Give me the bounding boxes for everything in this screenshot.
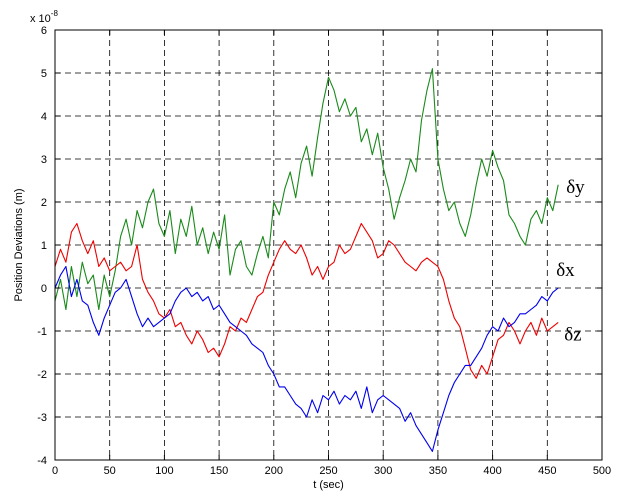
y-tick-labels: -4 -3 -2 -1 0 1 2 3 4 5 6 bbox=[37, 25, 47, 467]
y-exponent-label: x 10-8 bbox=[30, 9, 58, 25]
series-line-δy bbox=[54, 68, 559, 311]
x-tick-label: 350 bbox=[429, 465, 447, 477]
y-exponent-base: x 10 bbox=[30, 13, 51, 25]
series-labels: δy δx δz bbox=[556, 177, 585, 346]
series-line-δz bbox=[54, 222, 559, 379]
x-tick-label: 300 bbox=[374, 465, 392, 477]
x-tick-label: 450 bbox=[538, 465, 556, 477]
y-tick-label: -2 bbox=[37, 369, 47, 381]
x-tick-label: 250 bbox=[319, 465, 337, 477]
x-tick-label: 200 bbox=[265, 465, 283, 477]
x-tick-label: 500 bbox=[593, 465, 611, 477]
y-tick-label: 3 bbox=[41, 154, 47, 166]
y-tick-label: 5 bbox=[41, 68, 47, 80]
y-tick-label: 0 bbox=[41, 283, 47, 295]
series-line-δx bbox=[54, 265, 559, 452]
axis-ticks bbox=[54, 29, 603, 461]
series-label: δx bbox=[556, 260, 575, 281]
y-exponent-power: -8 bbox=[51, 9, 59, 18]
x-tick-label: 150 bbox=[210, 465, 228, 477]
x-axis-label: t (sec) bbox=[313, 479, 344, 491]
x-tick-label: 50 bbox=[104, 465, 116, 477]
y-tick-label: 6 bbox=[41, 25, 47, 37]
series-label: δy bbox=[566, 177, 585, 198]
y-tick-label: 1 bbox=[41, 240, 47, 252]
y-axis-label: Position Deviations (m) bbox=[13, 188, 25, 301]
grid-lines bbox=[55, 30, 602, 460]
y-tick-label: -1 bbox=[37, 326, 47, 338]
y-tick-label: 2 bbox=[41, 197, 47, 209]
series-layer bbox=[54, 68, 559, 452]
y-tick-label: -3 bbox=[37, 412, 47, 424]
series-label: δz bbox=[564, 324, 581, 345]
x-tick-label: 400 bbox=[483, 465, 501, 477]
x-tick-label: 100 bbox=[155, 465, 173, 477]
x-tick-label: 0 bbox=[52, 465, 58, 477]
x-tick-labels: 0 50 100 150 200 250 300 350 400 450 500 bbox=[52, 465, 611, 477]
y-tick-label: -4 bbox=[37, 455, 47, 467]
y-tick-label: 4 bbox=[41, 111, 47, 123]
